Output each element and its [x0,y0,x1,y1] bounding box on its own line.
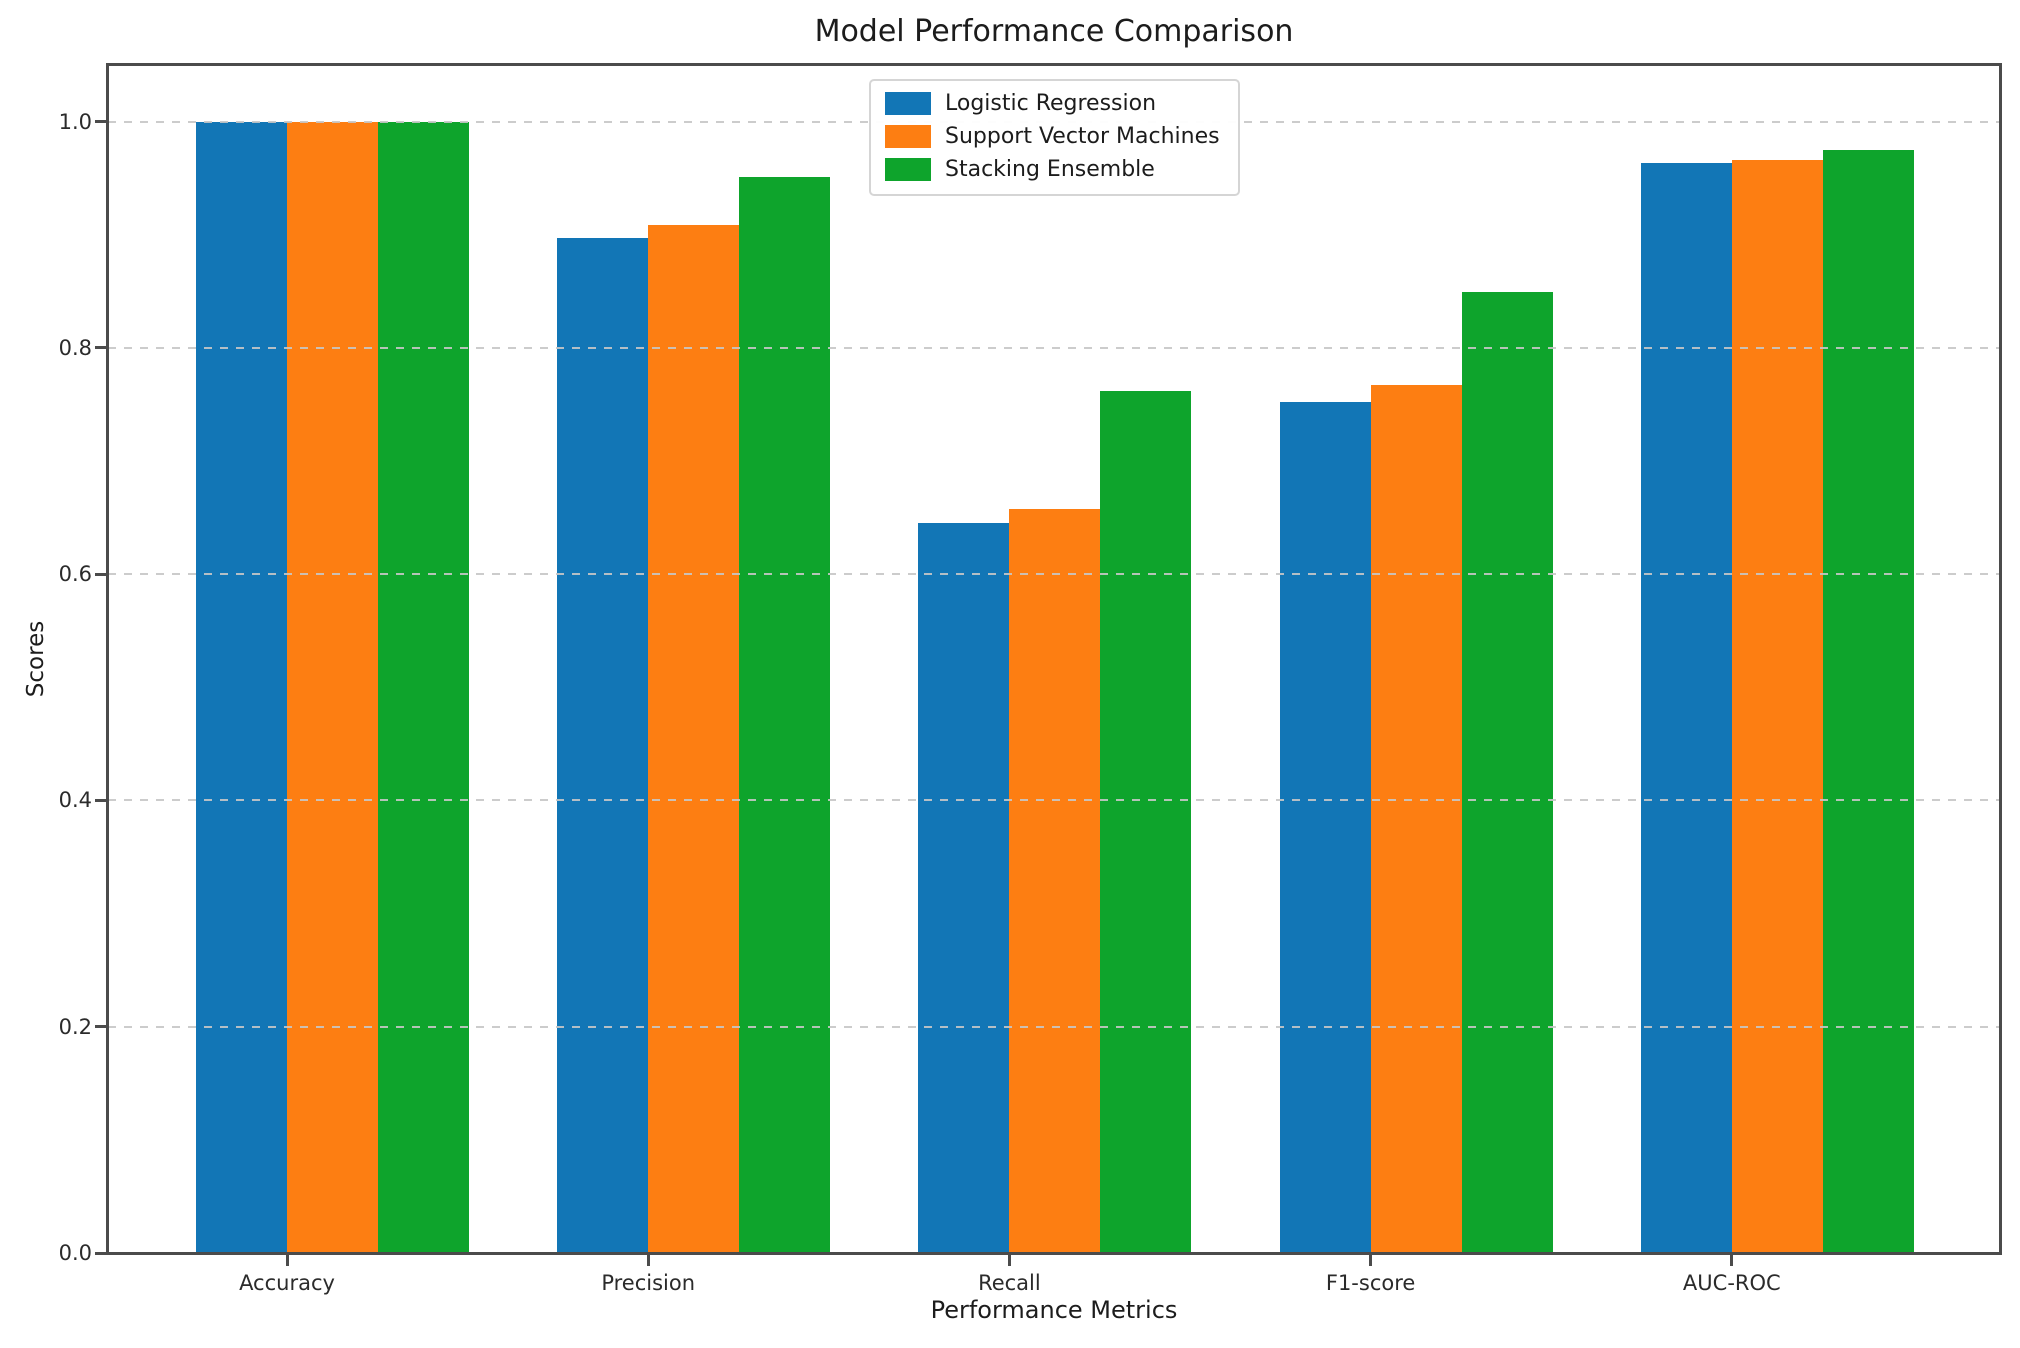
bar-stacking-ensemble-accuracy [378,121,469,1253]
x-axis-label: Performance Metrics [930,1296,1178,1324]
x-tick-label-accuracy: Accuracy [239,1271,335,1295]
bar-support-vector-machines-precision [648,224,740,1253]
legend: Logistic Regression Support Vector Machin… [869,79,1240,196]
y-gridline [108,799,2000,802]
y-tick-label: 0.0 [58,1241,92,1265]
legend-item-stacking-ensemble: Stacking Ensemble [885,157,1220,182]
legend-item-logistic-regression: Logistic Regression [885,91,1220,116]
x-tick-label-auc-roc: AUC-ROC [1682,1271,1781,1295]
y-gridline [108,573,2000,576]
legend-item-support-vector-machines: Support Vector Machines [885,124,1220,149]
bar-logistic-regression-accuracy [196,121,287,1253]
y-tick-mark [95,120,108,124]
legend-swatch-icon [885,125,931,148]
x-tick-mark [1007,1253,1011,1266]
y-tick-mark [95,1025,108,1029]
bar-support-vector-machines-recall [1009,508,1101,1253]
bar-logistic-regression-recall [918,523,1010,1253]
bar-support-vector-machines-f1-score [1370,385,1462,1253]
bar-logistic-regression-f1-score [1279,402,1371,1253]
x-tick-label-recall: Recall [978,1271,1041,1295]
x-tick-mark [1730,1253,1734,1266]
y-axis-label: Scores [23,620,49,698]
legend-label: Support Vector Machines [945,124,1220,149]
chart-title: Model Performance Comparison [814,14,1294,49]
bar-stacking-ensemble-precision [739,177,831,1253]
legend-swatch-icon [885,92,931,115]
legend-swatch-icon [885,158,931,181]
y-tick-label: 0.6 [58,562,92,587]
bar-logistic-regression-auc-roc [1640,163,1732,1253]
bar-stacking-ensemble-f1-score [1461,292,1553,1253]
y-tick-label: 0.2 [58,1014,92,1039]
y-tick-mark [95,1251,108,1255]
bar-logistic-regression-precision [557,238,649,1253]
bar-stacking-ensemble-auc-roc [1822,149,1914,1253]
y-tick-label: 0.8 [58,335,92,360]
x-tick-mark [285,1253,289,1266]
y-gridline [108,346,2000,349]
bar-stacking-ensemble-recall [1100,390,1192,1253]
legend-label: Logistic Regression [945,91,1157,116]
bar-support-vector-machines-accuracy [287,121,378,1253]
bar-support-vector-machines-auc-roc [1731,160,1823,1253]
y-gridline [108,1025,2000,1028]
y-tick-label: 0.4 [58,788,92,813]
x-tick-label-f1-score: F1-score [1325,1271,1416,1295]
x-tick-label-precision: Precision [601,1271,696,1295]
x-tick-mark [646,1253,650,1266]
y-tick-label: 1.0 [58,109,92,134]
y-tick-mark [95,346,108,350]
y-tick-mark [95,798,108,802]
x-tick-mark [1369,1253,1373,1266]
legend-label: Stacking Ensemble [945,157,1155,182]
y-tick-mark [95,572,108,576]
